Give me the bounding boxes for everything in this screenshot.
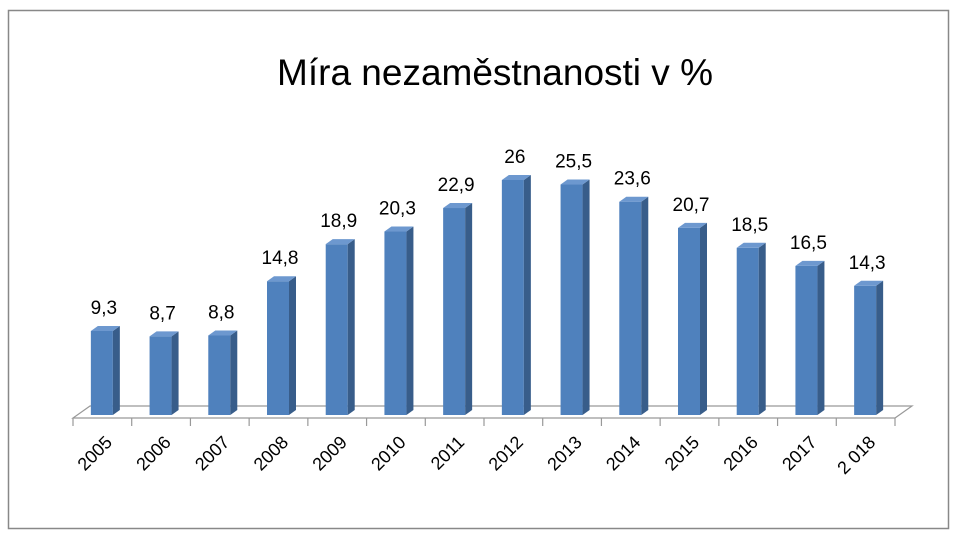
bar-front (619, 201, 642, 415)
bar-top (90, 325, 120, 331)
bar-side (347, 239, 355, 415)
bar (501, 175, 531, 415)
bar-side (406, 226, 414, 415)
chart-frame (7, 9, 950, 530)
bar-side (700, 222, 707, 415)
data-label: 8,7 (149, 303, 175, 324)
bar (443, 203, 473, 415)
bar-side (112, 325, 120, 415)
chart-title: Míra nezaměstnanosti v % (277, 52, 713, 93)
bar-top (267, 276, 296, 282)
bar-side (465, 203, 473, 415)
bar-front (501, 180, 524, 415)
bar-top (678, 222, 707, 228)
bar-side (641, 196, 649, 415)
bar-top (501, 175, 531, 180)
bar-front (325, 244, 348, 415)
data-label: 14,3 (849, 253, 886, 274)
bar-side (230, 330, 238, 415)
bar (149, 331, 179, 415)
bar-top (443, 203, 473, 209)
bar-side (582, 179, 590, 415)
data-label: 18,5 (731, 215, 768, 236)
data-label: 22,9 (438, 175, 475, 196)
data-label: 16,5 (790, 233, 827, 254)
bar-top (149, 331, 179, 337)
data-label: 25,5 (555, 152, 592, 173)
bar-front (795, 265, 818, 415)
bar (325, 239, 355, 415)
floor (71, 405, 914, 419)
bar-front (560, 184, 583, 415)
bar-side (171, 331, 179, 415)
bar-top (384, 226, 414, 232)
data-label: 23,6 (614, 169, 651, 190)
floor-plane (71, 405, 914, 419)
bar (384, 226, 414, 415)
bar (854, 280, 884, 415)
bar-front (384, 231, 407, 415)
bar-top (325, 239, 355, 245)
bar-side (523, 175, 531, 415)
bar-top (736, 242, 766, 248)
bar-front (149, 336, 172, 415)
bar (560, 179, 590, 415)
data-label: 9,3 (91, 298, 117, 319)
bar (678, 222, 707, 415)
bar-front (736, 247, 759, 415)
data-label: 14,8 (262, 248, 299, 269)
bar-top (795, 260, 825, 266)
bar-front (443, 208, 466, 415)
bar-top (619, 196, 649, 202)
bar (267, 276, 296, 415)
bar-side (289, 276, 296, 415)
bar-top (854, 280, 884, 286)
bar (208, 330, 238, 415)
bar-front (678, 227, 700, 415)
bar-top (208, 330, 238, 336)
bar (736, 242, 766, 415)
data-label: 20,7 (673, 195, 710, 216)
bar-side (817, 260, 825, 415)
bar-side (758, 242, 766, 415)
bar-front (90, 330, 113, 415)
data-label: 20,3 (379, 199, 416, 220)
bar-front (208, 335, 231, 415)
bar (795, 260, 825, 415)
bar-front (854, 285, 877, 415)
data-label: 8,8 (208, 302, 234, 323)
bar-side (876, 280, 884, 415)
bar-front (267, 281, 289, 415)
data-label: 26 (504, 147, 525, 168)
bar (90, 325, 120, 415)
bar (619, 196, 649, 415)
bar-top (560, 179, 590, 185)
data-label: 18,9 (320, 211, 357, 232)
